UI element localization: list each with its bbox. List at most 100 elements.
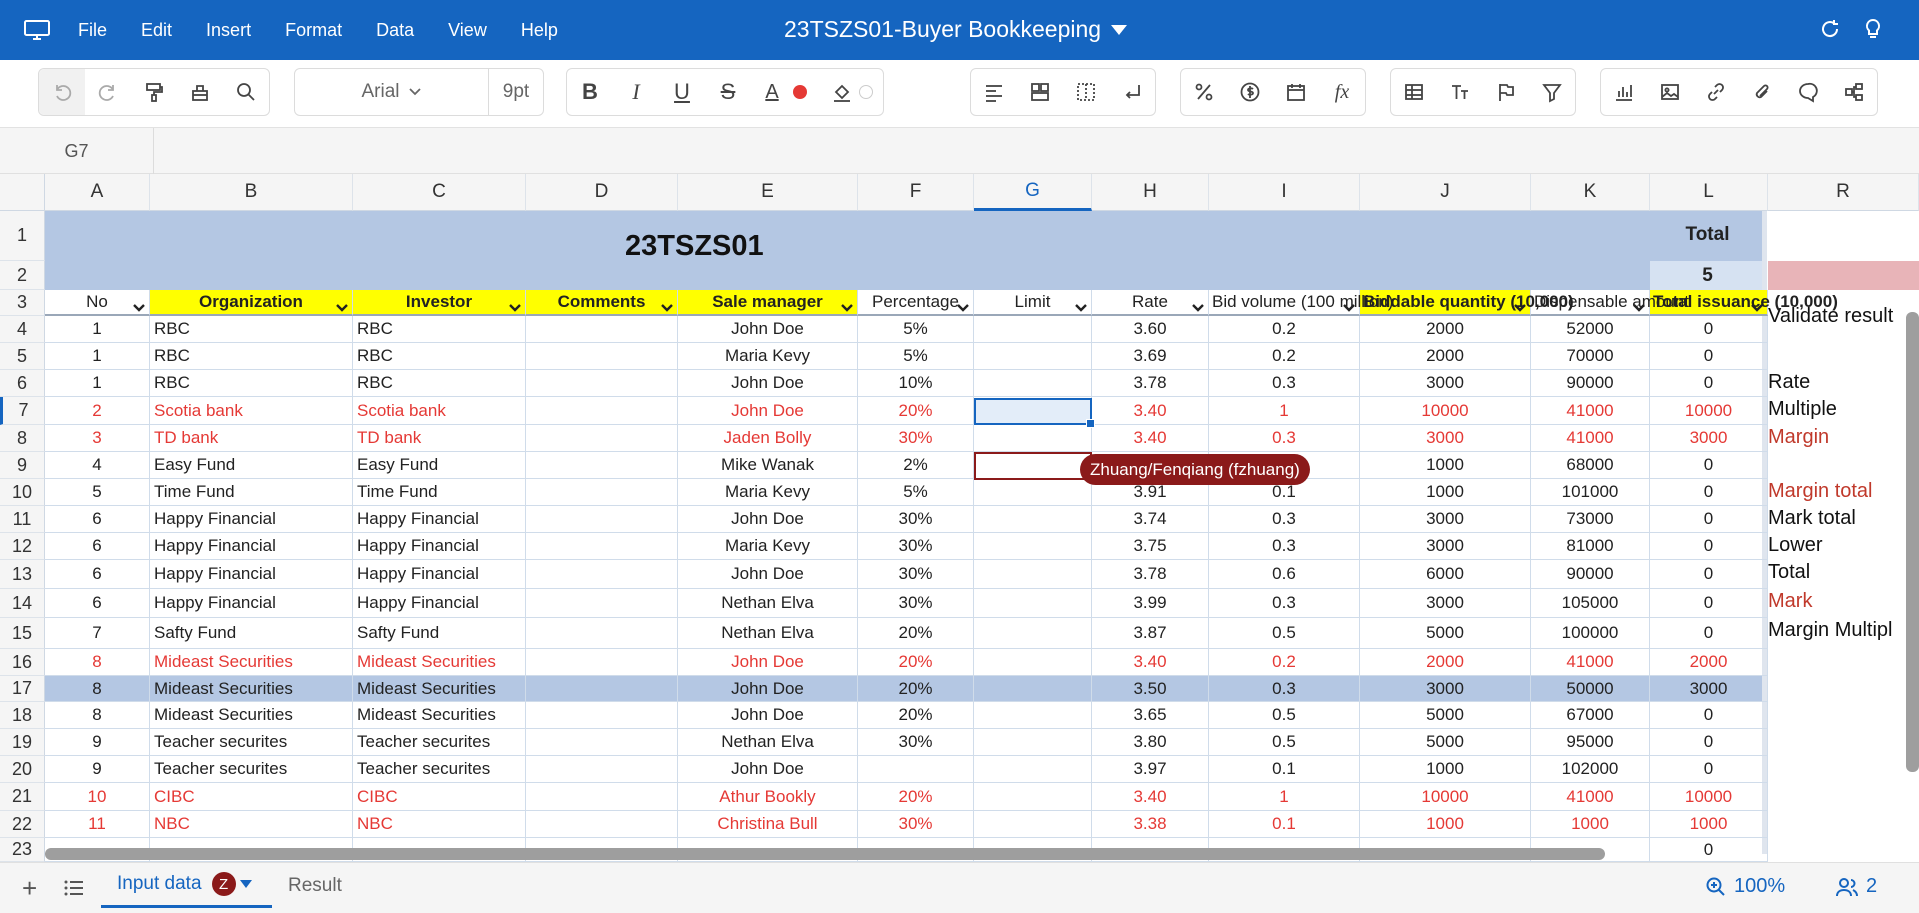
cell-cm[interactable] <box>526 397 678 425</box>
cell-inv[interactable]: Mideast Securities <box>353 702 526 729</box>
row-header-10[interactable]: 10 <box>0 479 45 506</box>
cell-ti[interactable]: 10000 <box>1650 783 1768 811</box>
border-button[interactable] <box>1063 69 1109 115</box>
cell-bid[interactable]: 0.3 <box>1209 425 1360 452</box>
chevron-down-icon[interactable] <box>239 880 252 888</box>
cell-bq[interactable]: 6000 <box>1360 560 1531 589</box>
link-button[interactable] <box>1693 69 1739 115</box>
italic-button[interactable]: I <box>613 69 659 115</box>
chart-button[interactable] <box>1601 69 1647 115</box>
vertical-scrollbar[interactable] <box>1906 312 1919 772</box>
row-header-1[interactable]: 1 <box>0 211 45 261</box>
cell-rate[interactable]: 3.38 <box>1092 811 1209 838</box>
cell-no[interactable]: 8 <box>45 649 150 676</box>
cell-lim[interactable] <box>974 649 1092 676</box>
cell-bid[interactable]: 0.2 <box>1209 649 1360 676</box>
column-header-i[interactable]: I <box>1209 174 1360 211</box>
column-header-r[interactable]: R <box>1768 174 1919 211</box>
cell-inv[interactable]: Teacher securites <box>353 756 526 783</box>
cell-inv[interactable]: Safty Fund <box>353 618 526 649</box>
cell-bq[interactable]: 3000 <box>1360 425 1531 452</box>
cell-bq[interactable]: 2000 <box>1360 316 1531 343</box>
redo-button[interactable] <box>85 69 131 115</box>
cell-sm[interactable]: Mike Wanak <box>678 452 858 479</box>
cell-da[interactable]: 1000 <box>1531 811 1650 838</box>
percent-button[interactable] <box>1181 69 1227 115</box>
cell-bid[interactable]: 0.3 <box>1209 676 1360 702</box>
cell-bid[interactable]: 0.3 <box>1209 533 1360 560</box>
cell-cm[interactable] <box>526 756 678 783</box>
column-header-e[interactable]: E <box>678 174 858 211</box>
row-header-3[interactable]: 3 <box>0 290 45 316</box>
cell-no[interactable]: 2 <box>45 397 150 425</box>
cell-rate[interactable]: 3.40 <box>1092 783 1209 811</box>
cell-bid[interactable]: 0.3 <box>1209 370 1360 397</box>
cell-ti[interactable]: 0 <box>1650 370 1768 397</box>
cell-org[interactable]: Time Fund <box>150 479 353 506</box>
cell-bid[interactable]: 0.6 <box>1209 560 1360 589</box>
row-header-13[interactable]: 13 <box>0 560 45 589</box>
row-header-17[interactable]: 17 <box>0 676 45 702</box>
selected-cell[interactable] <box>974 398 1092 425</box>
cell-inv[interactable]: RBC <box>353 370 526 397</box>
wrap-button[interactable] <box>1109 69 1155 115</box>
cell-cm[interactable] <box>526 452 678 479</box>
cell-da[interactable]: 67000 <box>1531 702 1650 729</box>
cell-da[interactable]: 95000 <box>1531 729 1650 756</box>
cell-cm[interactable] <box>526 783 678 811</box>
column-header-k[interactable]: K <box>1531 174 1650 211</box>
cell-da[interactable]: 81000 <box>1531 533 1650 560</box>
cell-rate[interactable]: 3.91 <box>1092 479 1209 506</box>
cell-bq[interactable]: 1000 <box>1360 452 1531 479</box>
cell-sm[interactable]: Nethan Elva <box>678 729 858 756</box>
cell-ti[interactable]: 3000 <box>1650 425 1768 452</box>
cell-bq[interactable]: 3000 <box>1360 533 1531 560</box>
cell-rate[interactable]: 3.40 <box>1092 649 1209 676</box>
cell-ti[interactable]: 0 <box>1650 533 1768 560</box>
cell-pct[interactable]: 20% <box>858 702 974 729</box>
cell-bid[interactable]: 0.5 <box>1209 729 1360 756</box>
cell-da[interactable]: 70000 <box>1531 343 1650 370</box>
column-header-h[interactable]: H <box>1092 174 1209 211</box>
align-button[interactable] <box>971 69 1017 115</box>
cell-lim[interactable] <box>974 533 1092 560</box>
fill-color-button[interactable] <box>821 69 883 115</box>
cell-org[interactable]: Mideast Securities <box>150 649 353 676</box>
currency-button[interactable] <box>1227 69 1273 115</box>
attachment-button[interactable] <box>1739 69 1785 115</box>
underline-button[interactable]: U <box>659 69 705 115</box>
column-header-l[interactable]: L <box>1650 174 1768 211</box>
cell-ti[interactable]: 0 <box>1650 618 1768 649</box>
cell-org[interactable]: Happy Financial <box>150 560 353 589</box>
menu-edit[interactable]: Edit <box>141 19 173 40</box>
cell-ti[interactable]: 2000 <box>1650 649 1768 676</box>
cell-da[interactable]: 41000 <box>1531 425 1650 452</box>
header-cell-sm[interactable]: Sale manager <box>678 290 858 316</box>
cell-bq[interactable]: 1000 <box>1360 479 1531 506</box>
cell-pct[interactable]: 5% <box>858 316 974 343</box>
filter-dropdown-icon[interactable] <box>661 298 673 312</box>
cell-rate[interactable]: 3.78 <box>1092 370 1209 397</box>
cell-org[interactable]: Safty Fund <box>150 618 353 649</box>
cell-pct[interactable]: 20% <box>858 397 974 425</box>
cell-no[interactable]: 5 <box>45 479 150 506</box>
cell-cm[interactable] <box>526 479 678 506</box>
cell-bq[interactable]: 1000 <box>1360 811 1531 838</box>
cell-rate[interactable]: 3.74 <box>1092 506 1209 533</box>
header-cell-bid[interactable]: Bid volume (100 million) <box>1209 290 1393 316</box>
r-column-text[interactable]: Lower <box>1768 534 1823 556</box>
cell-rate[interactable]: 3.60 <box>1092 316 1209 343</box>
cell-rate[interactable]: 3.65 <box>1092 702 1209 729</box>
cell-lim[interactable] <box>974 811 1092 838</box>
cell-pct[interactable] <box>858 756 974 783</box>
cell-pct[interactable]: 20% <box>858 783 974 811</box>
cell-org[interactable]: Mideast Securities <box>150 676 353 702</box>
cell-bid[interactable]: 0.1 <box>1209 811 1360 838</box>
name-box[interactable]: G7 <box>0 128 154 174</box>
cell-org[interactable]: Easy Fund <box>150 452 353 479</box>
cell-bid[interactable]: 0.2 <box>1209 316 1360 343</box>
bold-button[interactable]: B <box>567 69 613 115</box>
filter-dropdown-icon[interactable] <box>957 298 969 312</box>
header-cell-ti[interactable]: Total issuance (10,000) <box>1650 290 1838 316</box>
cell-bq[interactable]: 5000 <box>1360 702 1531 729</box>
